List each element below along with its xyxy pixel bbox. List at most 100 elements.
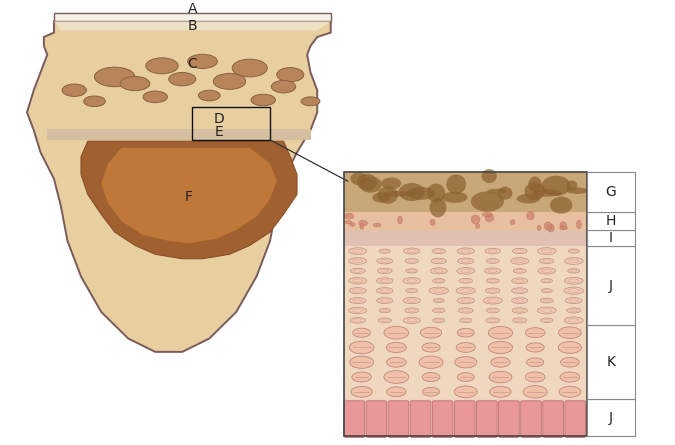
Ellipse shape [524, 182, 545, 200]
Ellipse shape [384, 371, 409, 384]
Ellipse shape [564, 258, 583, 264]
Ellipse shape [526, 211, 534, 220]
Ellipse shape [485, 248, 500, 254]
Ellipse shape [405, 259, 418, 263]
Text: E: E [215, 125, 223, 139]
Ellipse shape [406, 269, 418, 273]
Ellipse shape [353, 328, 371, 337]
Ellipse shape [486, 318, 500, 323]
FancyBboxPatch shape [388, 401, 409, 437]
Ellipse shape [560, 357, 579, 367]
Ellipse shape [419, 356, 443, 368]
FancyBboxPatch shape [454, 401, 475, 437]
Ellipse shape [566, 181, 578, 190]
Ellipse shape [379, 249, 391, 253]
Ellipse shape [523, 386, 547, 398]
Ellipse shape [498, 186, 512, 200]
Ellipse shape [541, 318, 553, 323]
Ellipse shape [516, 194, 540, 203]
Bar [587, 246, 634, 325]
Ellipse shape [429, 287, 448, 294]
Ellipse shape [433, 299, 444, 303]
Ellipse shape [373, 223, 381, 227]
Ellipse shape [350, 222, 355, 227]
Ellipse shape [350, 318, 365, 323]
Ellipse shape [490, 386, 511, 397]
Ellipse shape [513, 318, 526, 323]
Ellipse shape [471, 215, 480, 224]
Ellipse shape [406, 288, 418, 293]
Ellipse shape [456, 287, 475, 294]
Ellipse shape [476, 224, 480, 228]
Ellipse shape [349, 287, 367, 294]
Ellipse shape [423, 388, 439, 396]
Ellipse shape [487, 189, 507, 194]
Ellipse shape [377, 278, 393, 284]
Ellipse shape [487, 279, 499, 283]
Ellipse shape [567, 308, 580, 313]
Ellipse shape [378, 318, 392, 323]
Ellipse shape [481, 169, 497, 183]
Ellipse shape [456, 343, 475, 352]
Ellipse shape [550, 197, 572, 214]
Ellipse shape [458, 258, 474, 264]
Ellipse shape [146, 58, 178, 74]
Ellipse shape [529, 177, 541, 192]
Ellipse shape [547, 224, 554, 232]
Ellipse shape [525, 328, 545, 338]
Ellipse shape [457, 328, 475, 337]
Ellipse shape [526, 343, 544, 352]
Ellipse shape [213, 73, 246, 89]
Bar [344, 399, 587, 436]
Ellipse shape [486, 259, 500, 263]
Ellipse shape [470, 191, 504, 212]
Ellipse shape [485, 268, 501, 274]
Ellipse shape [345, 221, 352, 224]
Ellipse shape [559, 386, 580, 397]
Ellipse shape [232, 59, 267, 77]
Ellipse shape [350, 356, 373, 368]
Text: J: J [609, 411, 613, 425]
FancyBboxPatch shape [433, 401, 453, 437]
Ellipse shape [431, 268, 447, 274]
Ellipse shape [459, 278, 472, 283]
Ellipse shape [512, 288, 528, 294]
Ellipse shape [566, 298, 582, 303]
Ellipse shape [541, 176, 570, 196]
Ellipse shape [403, 297, 421, 304]
Polygon shape [54, 12, 331, 21]
Ellipse shape [352, 372, 371, 382]
Ellipse shape [446, 174, 466, 194]
Ellipse shape [359, 176, 382, 193]
Ellipse shape [384, 326, 408, 339]
Ellipse shape [454, 386, 477, 398]
Ellipse shape [489, 341, 512, 354]
Ellipse shape [372, 193, 390, 202]
Ellipse shape [485, 214, 494, 222]
Ellipse shape [351, 386, 372, 397]
Text: G: G [605, 185, 616, 199]
Ellipse shape [483, 297, 502, 304]
Ellipse shape [576, 220, 581, 229]
FancyBboxPatch shape [520, 401, 541, 437]
Text: A: A [188, 2, 197, 16]
Bar [344, 172, 587, 212]
Ellipse shape [458, 308, 473, 313]
Ellipse shape [387, 357, 406, 367]
Ellipse shape [431, 258, 446, 264]
Text: I: I [609, 231, 613, 245]
Ellipse shape [568, 269, 580, 273]
Bar [344, 231, 587, 246]
Ellipse shape [568, 249, 579, 253]
Ellipse shape [403, 317, 421, 324]
Text: J: J [609, 279, 613, 293]
Ellipse shape [432, 249, 446, 254]
FancyBboxPatch shape [366, 401, 387, 437]
Text: H: H [605, 214, 616, 228]
Bar [587, 231, 634, 246]
Ellipse shape [277, 68, 304, 82]
Ellipse shape [349, 258, 367, 264]
Polygon shape [27, 21, 331, 352]
Ellipse shape [541, 289, 552, 293]
Ellipse shape [544, 222, 552, 230]
